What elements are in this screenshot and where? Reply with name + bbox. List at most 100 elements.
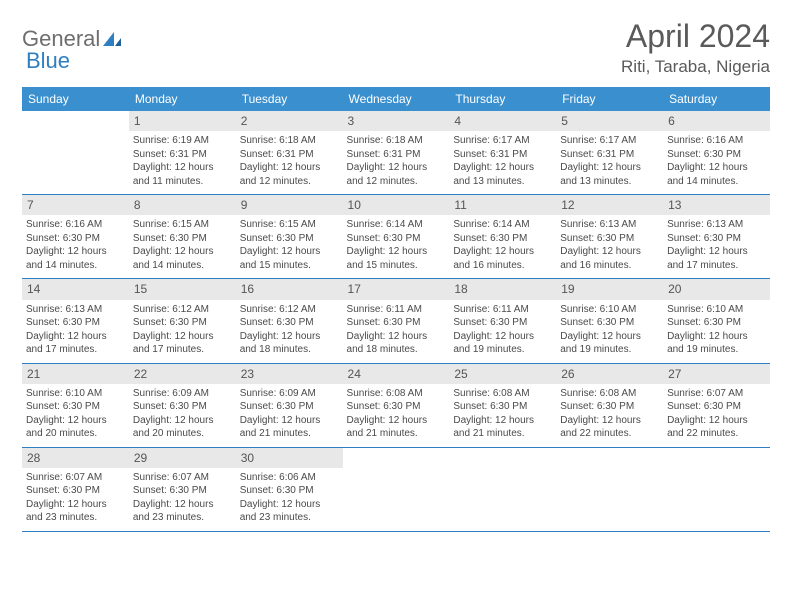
header: General April 2024 Riti, Taraba, Nigeria: [22, 18, 770, 77]
dow-tue: Tuesday: [236, 87, 343, 111]
sunrise-text: Sunrise: 6:13 AM: [26, 303, 125, 317]
sunset-text: Sunset: 6:30 PM: [133, 316, 232, 330]
day-cell: 2Sunrise: 6:18 AMSunset: 6:31 PMDaylight…: [236, 111, 343, 195]
day-cell: 24Sunrise: 6:08 AMSunset: 6:30 PMDayligh…: [343, 363, 450, 447]
daylight-text: Daylight: 12 hours and 23 minutes.: [26, 498, 125, 525]
sunset-text: Sunset: 6:30 PM: [26, 316, 125, 330]
week-row: 21Sunrise: 6:10 AMSunset: 6:30 PMDayligh…: [22, 363, 770, 447]
day-cell: 3Sunrise: 6:18 AMSunset: 6:31 PMDaylight…: [343, 111, 450, 195]
daylight-text: Daylight: 12 hours and 23 minutes.: [240, 498, 339, 525]
week-row: 28Sunrise: 6:07 AMSunset: 6:30 PMDayligh…: [22, 447, 770, 531]
day-number: 3: [343, 111, 450, 131]
sunset-text: Sunset: 6:30 PM: [667, 148, 766, 162]
day-cell: 8Sunrise: 6:15 AMSunset: 6:30 PMDaylight…: [129, 195, 236, 279]
daylight-text: Daylight: 12 hours and 21 minutes.: [240, 414, 339, 441]
day-number: 5: [556, 111, 663, 131]
day-cell: 5Sunrise: 6:17 AMSunset: 6:31 PMDaylight…: [556, 111, 663, 195]
day-cell: 25Sunrise: 6:08 AMSunset: 6:30 PMDayligh…: [449, 363, 556, 447]
sunset-text: Sunset: 6:30 PM: [667, 400, 766, 414]
daylight-text: Daylight: 12 hours and 18 minutes.: [347, 330, 446, 357]
sunset-text: Sunset: 6:30 PM: [560, 232, 659, 246]
sunset-text: Sunset: 6:30 PM: [560, 316, 659, 330]
day-number: 26: [556, 364, 663, 384]
dow-sat: Saturday: [663, 87, 770, 111]
week-row: 7Sunrise: 6:16 AMSunset: 6:30 PMDaylight…: [22, 195, 770, 279]
day-number: 6: [663, 111, 770, 131]
daylight-text: Daylight: 12 hours and 14 minutes.: [26, 245, 125, 272]
day-cell: [663, 447, 770, 531]
daylight-text: Daylight: 12 hours and 17 minutes.: [133, 330, 232, 357]
daylight-text: Daylight: 12 hours and 23 minutes.: [133, 498, 232, 525]
sunset-text: Sunset: 6:30 PM: [453, 316, 552, 330]
day-number: 30: [236, 448, 343, 468]
day-cell: 17Sunrise: 6:11 AMSunset: 6:30 PMDayligh…: [343, 279, 450, 363]
day-cell: 20Sunrise: 6:10 AMSunset: 6:30 PMDayligh…: [663, 279, 770, 363]
day-number: 8: [129, 195, 236, 215]
day-number: 20: [663, 279, 770, 299]
dow-wed: Wednesday: [343, 87, 450, 111]
daylight-text: Daylight: 12 hours and 19 minutes.: [667, 330, 766, 357]
sunrise-text: Sunrise: 6:08 AM: [560, 387, 659, 401]
day-number: 1: [129, 111, 236, 131]
sunset-text: Sunset: 6:31 PM: [133, 148, 232, 162]
sunrise-text: Sunrise: 6:06 AM: [240, 471, 339, 485]
day-cell: 18Sunrise: 6:11 AMSunset: 6:30 PMDayligh…: [449, 279, 556, 363]
logo-text-blue-wrap: Blue: [26, 48, 70, 74]
day-number: 11: [449, 195, 556, 215]
day-cell: 21Sunrise: 6:10 AMSunset: 6:30 PMDayligh…: [22, 363, 129, 447]
sunset-text: Sunset: 6:30 PM: [26, 232, 125, 246]
day-number: 12: [556, 195, 663, 215]
sunrise-text: Sunrise: 6:15 AM: [133, 218, 232, 232]
sunrise-text: Sunrise: 6:11 AM: [453, 303, 552, 317]
sunrise-text: Sunrise: 6:16 AM: [26, 218, 125, 232]
dow-mon: Monday: [129, 87, 236, 111]
sunrise-text: Sunrise: 6:17 AM: [453, 134, 552, 148]
sunrise-text: Sunrise: 6:09 AM: [240, 387, 339, 401]
day-number: 16: [236, 279, 343, 299]
sunrise-text: Sunrise: 6:07 AM: [26, 471, 125, 485]
day-number: 21: [22, 364, 129, 384]
day-number: 24: [343, 364, 450, 384]
day-cell: 9Sunrise: 6:15 AMSunset: 6:30 PMDaylight…: [236, 195, 343, 279]
sunset-text: Sunset: 6:30 PM: [26, 484, 125, 498]
sunrise-text: Sunrise: 6:07 AM: [133, 471, 232, 485]
daylight-text: Daylight: 12 hours and 18 minutes.: [240, 330, 339, 357]
sunset-text: Sunset: 6:31 PM: [560, 148, 659, 162]
sunset-text: Sunset: 6:30 PM: [347, 400, 446, 414]
daylight-text: Daylight: 12 hours and 14 minutes.: [667, 161, 766, 188]
day-cell: 6Sunrise: 6:16 AMSunset: 6:30 PMDaylight…: [663, 111, 770, 195]
day-number: 22: [129, 364, 236, 384]
sunrise-text: Sunrise: 6:08 AM: [453, 387, 552, 401]
daylight-text: Daylight: 12 hours and 20 minutes.: [133, 414, 232, 441]
sunset-text: Sunset: 6:30 PM: [240, 316, 339, 330]
sunrise-text: Sunrise: 6:19 AM: [133, 134, 232, 148]
sunrise-text: Sunrise: 6:12 AM: [133, 303, 232, 317]
day-number: 23: [236, 364, 343, 384]
sunset-text: Sunset: 6:30 PM: [240, 232, 339, 246]
sunrise-text: Sunrise: 6:09 AM: [133, 387, 232, 401]
sunset-text: Sunset: 6:31 PM: [240, 148, 339, 162]
dow-thu: Thursday: [449, 87, 556, 111]
sunset-text: Sunset: 6:30 PM: [347, 316, 446, 330]
day-cell: 15Sunrise: 6:12 AMSunset: 6:30 PMDayligh…: [129, 279, 236, 363]
dow-fri: Friday: [556, 87, 663, 111]
location: Riti, Taraba, Nigeria: [621, 57, 770, 77]
day-cell: 1Sunrise: 6:19 AMSunset: 6:31 PMDaylight…: [129, 111, 236, 195]
daylight-text: Daylight: 12 hours and 16 minutes.: [560, 245, 659, 272]
daylight-text: Daylight: 12 hours and 12 minutes.: [240, 161, 339, 188]
title-block: April 2024 Riti, Taraba, Nigeria: [621, 18, 770, 77]
day-cell: 19Sunrise: 6:10 AMSunset: 6:30 PMDayligh…: [556, 279, 663, 363]
sunrise-text: Sunrise: 6:10 AM: [26, 387, 125, 401]
daylight-text: Daylight: 12 hours and 19 minutes.: [560, 330, 659, 357]
week-row: 14Sunrise: 6:13 AMSunset: 6:30 PMDayligh…: [22, 279, 770, 363]
sunset-text: Sunset: 6:30 PM: [133, 400, 232, 414]
day-cell: [556, 447, 663, 531]
day-cell: [343, 447, 450, 531]
dow-sun: Sunday: [22, 87, 129, 111]
day-cell: 12Sunrise: 6:13 AMSunset: 6:30 PMDayligh…: [556, 195, 663, 279]
day-number: 2: [236, 111, 343, 131]
day-cell: 23Sunrise: 6:09 AMSunset: 6:30 PMDayligh…: [236, 363, 343, 447]
sunrise-text: Sunrise: 6:08 AM: [347, 387, 446, 401]
daylight-text: Daylight: 12 hours and 12 minutes.: [347, 161, 446, 188]
day-number: 10: [343, 195, 450, 215]
